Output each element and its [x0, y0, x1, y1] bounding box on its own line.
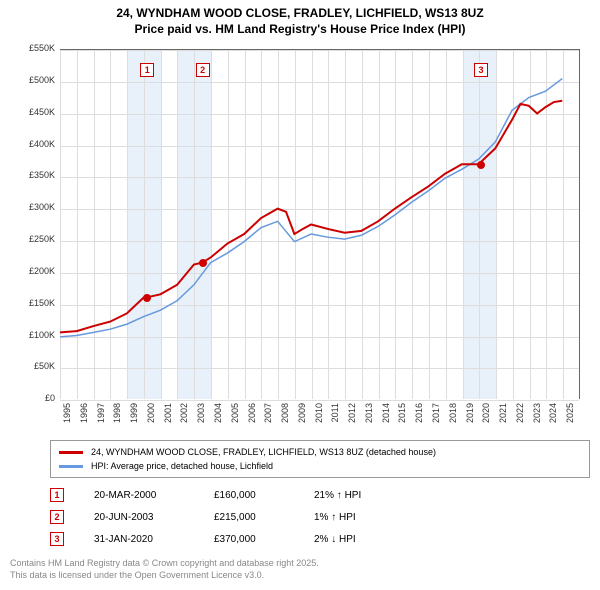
y-tick-label: £250K — [15, 234, 55, 244]
sales-marker: 1 — [50, 488, 64, 502]
footer-text: Contains HM Land Registry data © Crown c… — [10, 558, 590, 581]
sales-row: 3 31-JAN-2020 £370,000 2% ↓ HPI — [50, 528, 590, 550]
plot-region: 1 2 3 — [60, 49, 580, 399]
legend-swatch-0 — [59, 451, 83, 454]
chart-container: 24, WYNDHAM WOOD CLOSE, FRADLEY, LICHFIE… — [0, 0, 600, 590]
sales-change: 2% ↓ HPI — [314, 534, 404, 545]
footer-line-2: This data is licensed under the Open Gov… — [10, 570, 590, 582]
sales-price: £370,000 — [214, 534, 284, 545]
line-chart-svg — [60, 50, 579, 399]
chart-area: 123 £0£50K£100K£150K£200K£250K£300K£350K… — [20, 39, 590, 434]
sales-date: 31-JAN-2020 — [94, 534, 184, 545]
title-line-2: Price paid vs. HM Land Registry's House … — [0, 22, 600, 38]
gridline-h — [60, 400, 579, 401]
y-tick-label: £350K — [15, 170, 55, 180]
sales-price: £215,000 — [214, 512, 284, 523]
legend-label-0: 24, WYNDHAM WOOD CLOSE, FRADLEY, LICHFIE… — [91, 447, 436, 457]
sales-price: £160,000 — [214, 490, 284, 501]
y-tick-label: £450K — [15, 107, 55, 117]
y-tick-label: £0 — [15, 393, 55, 403]
series-line-hpi — [60, 79, 562, 337]
footer-line-1: Contains HM Land Registry data © Crown c… — [10, 558, 590, 570]
sales-table: 1 20-MAR-2000 £160,000 21% ↑ HPI 2 20-JUN-200… — [50, 484, 590, 550]
sales-row: 1 20-MAR-2000 £160,000 21% ↑ HPI — [50, 484, 590, 506]
legend-row-0: 24, WYNDHAM WOOD CLOSE, FRADLEY, LICHFIE… — [59, 445, 581, 459]
marker-box-3: 3 — [474, 63, 488, 77]
series-line-property — [60, 101, 562, 333]
sales-marker: 2 — [50, 510, 64, 524]
sales-row: 2 20-JUN-2003 £215,000 1% ↑ HPI — [50, 506, 590, 528]
y-tick-label: £200K — [15, 266, 55, 276]
legend-swatch-1 — [59, 465, 83, 468]
title-block: 24, WYNDHAM WOOD CLOSE, FRADLEY, LICHFIE… — [0, 0, 600, 39]
y-tick-label: £500K — [15, 75, 55, 85]
sales-date: 20-MAR-2000 — [94, 490, 184, 501]
y-tick-label: £550K — [15, 43, 55, 53]
marker-box-1: 1 — [140, 63, 154, 77]
marker-dot-3 — [477, 161, 485, 169]
marker-dot-1 — [143, 294, 151, 302]
y-tick-label: £100K — [15, 330, 55, 340]
y-tick-label: £400K — [15, 139, 55, 149]
title-line-1: 24, WYNDHAM WOOD CLOSE, FRADLEY, LICHFIE… — [0, 6, 600, 22]
sales-change: 21% ↑ HPI — [314, 490, 404, 501]
sales-date: 20-JUN-2003 — [94, 512, 184, 523]
legend-box: 24, WYNDHAM WOOD CLOSE, FRADLEY, LICHFIE… — [50, 440, 590, 478]
y-tick-label: £300K — [15, 202, 55, 212]
marker-dot-2 — [199, 259, 207, 267]
sales-marker: 3 — [50, 532, 64, 546]
legend-label-1: HPI: Average price, detached house, Lich… — [91, 461, 273, 471]
x-tick-label: 2025 — [565, 403, 600, 433]
sales-change: 1% ↑ HPI — [314, 512, 404, 523]
y-tick-label: £150K — [15, 298, 55, 308]
y-tick-label: £50K — [15, 361, 55, 371]
legend-row-1: HPI: Average price, detached house, Lich… — [59, 459, 581, 473]
marker-box-2: 2 — [196, 63, 210, 77]
